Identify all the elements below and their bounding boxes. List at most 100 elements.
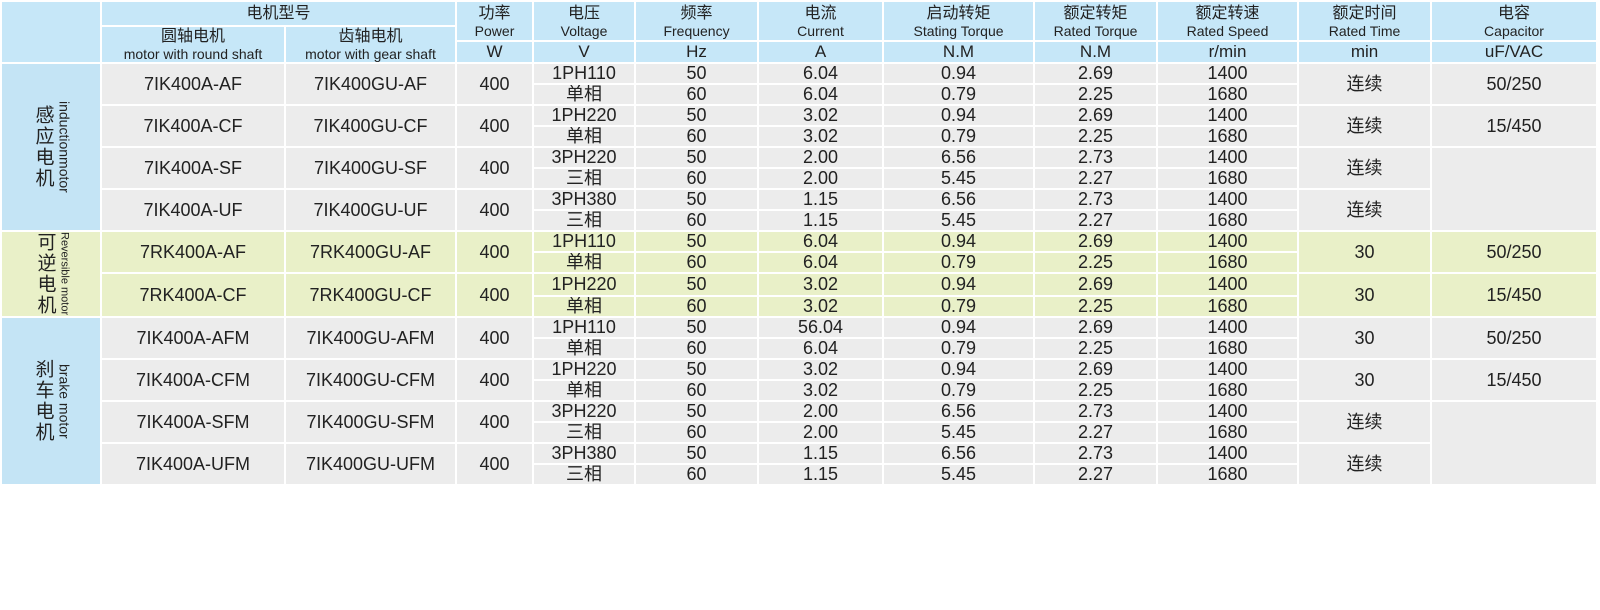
- header-cell: 电容 Capacitor: [1430, 0, 1599, 42]
- value-cell: 2.73: [1033, 442, 1159, 465]
- capacitor-cell: 50/250: [1430, 230, 1599, 274]
- value-cell: 50: [634, 188, 760, 211]
- value-cell: 1400: [1156, 272, 1300, 297]
- data-row: 可逆电机 Reversible motor 7RK400A-AF 7RK400GU-A…: [0, 230, 1599, 318]
- value-cell: 5.45: [882, 209, 1036, 232]
- model-cell: 7IK400GU-AF: [283, 62, 458, 106]
- header-cn: 功率: [478, 4, 511, 22]
- model-cell: 7IK400GU-AFM: [283, 316, 458, 360]
- value-cell: 60: [634, 421, 760, 444]
- value-cell: 1400: [1156, 146, 1300, 169]
- value-cell: 50: [634, 146, 760, 169]
- value-cell: 1400: [1156, 442, 1300, 465]
- header-en: motor with round shaft: [123, 46, 263, 62]
- value-cell: 1PH110: [532, 230, 637, 253]
- value-cell: 56.04: [757, 316, 885, 339]
- value-cell: 5.45: [882, 167, 1036, 190]
- unit-cell: N.M: [882, 40, 1036, 64]
- value-cell: 2.73: [1033, 146, 1159, 169]
- value-cell: 2.69: [1033, 230, 1159, 253]
- value-cell: 3PH220: [532, 146, 637, 169]
- header-cell: 额定时间 Rated Time: [1297, 0, 1433, 42]
- model-cell: 7RK400GU-AF: [283, 230, 458, 274]
- value-cell: 三相: [532, 209, 637, 232]
- data-row: 7IK400A-CF 7IK400GU-CF 400 1PH220 50 3.02 0.94…: [1, 104, 1599, 148]
- header-cell: 额定转速 Rated Speed: [1156, 0, 1300, 42]
- value-cell: 60: [634, 83, 760, 106]
- header-cn: 圆轴电机: [160, 28, 225, 45]
- header-en: motor with gear shaft: [305, 46, 436, 62]
- value-cell: 1680: [1156, 125, 1300, 148]
- value-cell: 2.73: [1033, 188, 1159, 211]
- value-cell: 6.04: [757, 62, 885, 85]
- capacitor-cell: 50/250: [1430, 62, 1599, 106]
- header-cell: 电压 Voltage: [532, 0, 637, 42]
- model-cell: 7IK400GU-UFM: [283, 442, 458, 486]
- value-cell: 1PH110: [532, 316, 637, 339]
- value-cell: 1680: [1156, 209, 1300, 232]
- capacitor-cell: 15/450: [1430, 272, 1599, 318]
- value-cell: 2.73: [1033, 400, 1159, 423]
- value-cell: 0.94: [882, 62, 1036, 85]
- value-cell: 1400: [1156, 104, 1300, 127]
- value-cell: 2.69: [1033, 62, 1159, 85]
- model-cell: 7IK400GU-SFM: [283, 400, 458, 444]
- model-cell: 7IK400A-CFM: [100, 358, 286, 402]
- value-cell: 2.27: [1033, 209, 1159, 232]
- value-cell: 1680: [1156, 83, 1300, 106]
- header-en: Rated Torque: [1053, 22, 1138, 39]
- value-cell: 1.15: [757, 463, 885, 486]
- value-cell: 2.27: [1033, 421, 1159, 444]
- model-cell: 7RK400A-AF: [100, 230, 286, 274]
- value-cell: 50: [634, 272, 760, 297]
- group-cn: 刹车电机: [32, 359, 54, 443]
- model-cell: 7IK400GU-CF: [283, 104, 458, 148]
- value-cell: 1400: [1156, 358, 1300, 381]
- header-en: Voltage: [560, 22, 608, 39]
- header-cn: 额定时间: [1332, 4, 1397, 22]
- capacitor-cell: 15/450: [1430, 104, 1599, 148]
- value-cell: 6.56: [882, 442, 1036, 465]
- value-cell: 1400: [1156, 62, 1300, 85]
- time-cell: 30: [1297, 272, 1433, 318]
- header-cn: 额定转速: [1195, 4, 1260, 22]
- value-cell: 1400: [1156, 316, 1300, 339]
- header-cn: 电压: [568, 4, 601, 22]
- header-cell: 圆轴电机 motor with round shaft: [100, 25, 286, 64]
- data-row: 三相 60 1.15 5.45 2.27 1680: [1, 463, 1597, 486]
- time-cell: 30: [1297, 358, 1433, 402]
- model-cell: 7IK400GU-UF: [283, 188, 458, 232]
- group-en: brake motor: [56, 363, 73, 439]
- value-cell: 50: [634, 230, 760, 253]
- value-cell: 6.56: [882, 188, 1036, 211]
- time-cell: 连续: [1297, 188, 1433, 232]
- capacitor-cell: 15/450: [1430, 358, 1599, 402]
- value-cell: 0.79: [882, 251, 1036, 274]
- model-cell: 400: [455, 104, 535, 148]
- model-cell: 7RK400A-CF: [100, 272, 286, 318]
- time-cell: 连续: [1297, 442, 1433, 486]
- value-cell: 1PH220: [532, 104, 637, 127]
- unit-cell: Hz: [634, 40, 760, 64]
- model-cell: 400: [455, 230, 535, 274]
- model-cell: 7IK400A-AF: [100, 62, 286, 106]
- value-cell: 60: [634, 167, 760, 190]
- group-cn: 感应电机: [32, 105, 54, 189]
- time-cell: 30: [1297, 230, 1433, 274]
- value-cell: 3PH220: [532, 400, 637, 423]
- value-cell: 2.27: [1033, 167, 1159, 190]
- header-cell: 电流 Current: [757, 0, 885, 42]
- model-cell: 400: [455, 316, 535, 360]
- model-cell: 7IK400A-UF: [100, 188, 286, 232]
- model-cell: 7IK400A-AFM: [100, 316, 286, 360]
- time-cell: 连续: [1297, 62, 1433, 106]
- value-cell: 1400: [1156, 188, 1300, 211]
- value-cell: 3.02: [757, 358, 885, 381]
- value-cell: 3.02: [757, 272, 885, 297]
- value-cell: 50: [634, 316, 760, 339]
- value-cell: 50: [634, 62, 760, 85]
- header-cn: 额定转矩: [1063, 4, 1128, 22]
- header-en: Rated Time: [1328, 22, 1401, 39]
- header-cell: 功率 Power: [455, 0, 535, 42]
- value-cell: 6.56: [882, 400, 1036, 423]
